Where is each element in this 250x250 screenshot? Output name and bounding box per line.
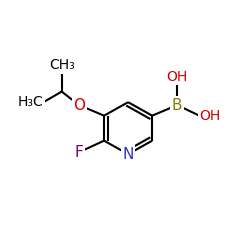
Text: CH₃: CH₃ — [49, 58, 74, 72]
Text: N: N — [122, 147, 134, 162]
Text: OH: OH — [166, 70, 188, 84]
Text: B: B — [172, 98, 182, 112]
Text: H₃C: H₃C — [18, 95, 44, 109]
Text: O: O — [73, 98, 85, 112]
Text: F: F — [75, 145, 84, 160]
Text: OH: OH — [199, 109, 220, 123]
